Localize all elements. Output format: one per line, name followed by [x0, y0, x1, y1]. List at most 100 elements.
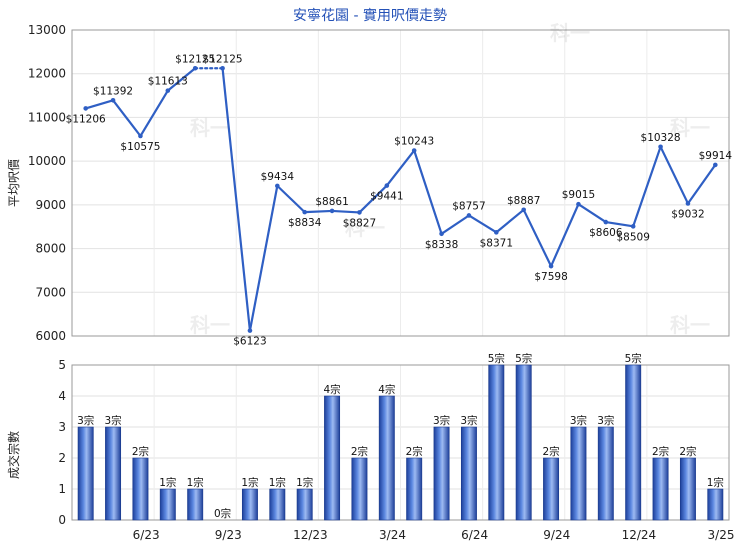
price-data-point	[357, 210, 362, 215]
price-data-label: $8757	[452, 200, 485, 212]
volume-bar	[625, 364, 642, 521]
price-data-point	[494, 230, 499, 235]
volume-data-label: 1宗	[707, 476, 724, 489]
price-data-label: $12125	[175, 53, 215, 65]
price-data-point	[275, 183, 280, 189]
volume-y-tick-label: 1	[58, 482, 66, 496]
price-data-point	[685, 201, 691, 206]
price-data-label: $8861	[315, 196, 348, 208]
price-line-segment	[495, 208, 525, 234]
price-line-segment	[303, 209, 334, 214]
price-line-segment	[549, 203, 580, 268]
watermark-text: 科一	[670, 313, 710, 337]
price-line-segment	[139, 89, 169, 138]
volume-bar	[241, 488, 258, 521]
price-data-label: $8606	[589, 227, 623, 239]
volume-bar	[488, 364, 505, 521]
watermark-text: 科一	[345, 216, 385, 240]
volume-data-label: 1宗	[187, 476, 204, 489]
volume-bar	[515, 364, 532, 521]
volume-bar	[707, 488, 724, 521]
x-tick-label: 9/23	[215, 528, 242, 542]
volume-data-label: 2宗	[542, 445, 559, 458]
price-data-point	[466, 213, 472, 218]
volume-data-label: 4宗	[378, 383, 395, 396]
price-data-point	[247, 328, 253, 333]
price-data-label: $8371	[480, 237, 513, 249]
price-line-segment	[358, 184, 388, 214]
price-y-tick-label: 10000	[28, 154, 66, 168]
price-y-tick-label: 9000	[35, 198, 66, 212]
volume-bar	[351, 457, 368, 521]
volume-bar	[132, 457, 149, 521]
price-data-label: $8887	[507, 195, 540, 207]
price-data-label: $9914	[699, 150, 733, 162]
price-data-point	[192, 65, 198, 71]
volume-data-label: 3宗	[570, 414, 587, 427]
price-line-segment	[84, 99, 115, 110]
price-line-segment	[467, 214, 498, 234]
watermark-text: 科一	[190, 116, 230, 140]
price-data-label: $8338	[425, 239, 458, 251]
volume-bar	[269, 488, 286, 521]
volume-y-tick-label: 0	[58, 513, 66, 527]
volume-bar	[77, 426, 94, 521]
volume-bar	[433, 426, 450, 521]
volume-data-label: 2宗	[679, 445, 696, 458]
price-line-segment	[440, 214, 471, 235]
volume-data-label: 2宗	[652, 445, 669, 458]
volume-bar	[460, 426, 477, 521]
price-data-point	[713, 162, 718, 168]
price-y-tick-label: 6000	[35, 329, 66, 343]
volume-bar	[652, 457, 669, 521]
price-data-label: $10243	[394, 136, 434, 148]
volume-bar	[187, 488, 204, 521]
volume-y-axis-label: 成交宗數	[6, 431, 21, 479]
price-line-segment	[632, 145, 662, 228]
volume-y-tick-label: 3	[58, 420, 66, 434]
price-data-point	[630, 224, 636, 229]
price-data-point	[302, 209, 307, 215]
volume-y-tick-label: 2	[58, 451, 66, 465]
volume-bar	[296, 488, 313, 521]
price-data-point	[548, 263, 554, 269]
volume-data-label: 2宗	[132, 445, 149, 458]
price-data-label: $8827	[343, 217, 376, 229]
watermark-text: 科一	[550, 21, 590, 45]
watermark-text: 科一	[190, 313, 230, 337]
price-line-segment	[686, 163, 717, 205]
price-data-label: $10328	[641, 132, 681, 144]
price-line-segment	[413, 149, 443, 235]
price-line-segment	[330, 209, 361, 214]
volume-data-label: 1宗	[296, 476, 313, 489]
volume-panel: 0 1 2 3 4 5 3宗 3宗 2宗 1宗 1宗 0宗 1宗 1宗 1宗 4宗 2宗 4宗 2宗 3宗 3宗 5宗 5宗…	[58, 352, 734, 542]
price-panel: 600070008000900010000110001200013000科一科一…	[28, 21, 733, 348]
volume-data-label: 4宗	[323, 383, 340, 396]
volume-data-label: 1宗	[241, 476, 258, 489]
x-tick-label: 6/23	[133, 528, 160, 542]
chart-title: 安寧花園 - 實用呎價走勢	[293, 7, 447, 24]
price-data-point	[384, 183, 390, 188]
volume-data-label: 3宗	[460, 414, 477, 427]
price-y-tick-label: 11000	[28, 110, 66, 124]
volume-data-label: 5宗	[625, 352, 642, 365]
price-data-label: $9434	[261, 171, 295, 183]
volume-plot-frame	[71, 364, 730, 521]
price-y-tick-label: 8000	[35, 242, 66, 256]
price-line-segment	[166, 67, 197, 92]
price-plot-frame	[71, 29, 730, 337]
price-line-segment	[276, 184, 306, 214]
volume-bar	[324, 395, 341, 521]
volume-data-label: 5宗	[515, 352, 532, 365]
price-line-segment	[522, 208, 553, 268]
volume-y-tick-label: 5	[58, 358, 66, 372]
price-data-point	[220, 65, 225, 71]
volume-bar	[105, 426, 122, 521]
price-y-tick-label: 13000	[28, 23, 66, 37]
price-data-label: $8834	[288, 217, 322, 229]
price-data-point	[329, 208, 335, 214]
volume-bar	[406, 457, 423, 521]
volume-data-label: 5宗	[488, 352, 505, 365]
